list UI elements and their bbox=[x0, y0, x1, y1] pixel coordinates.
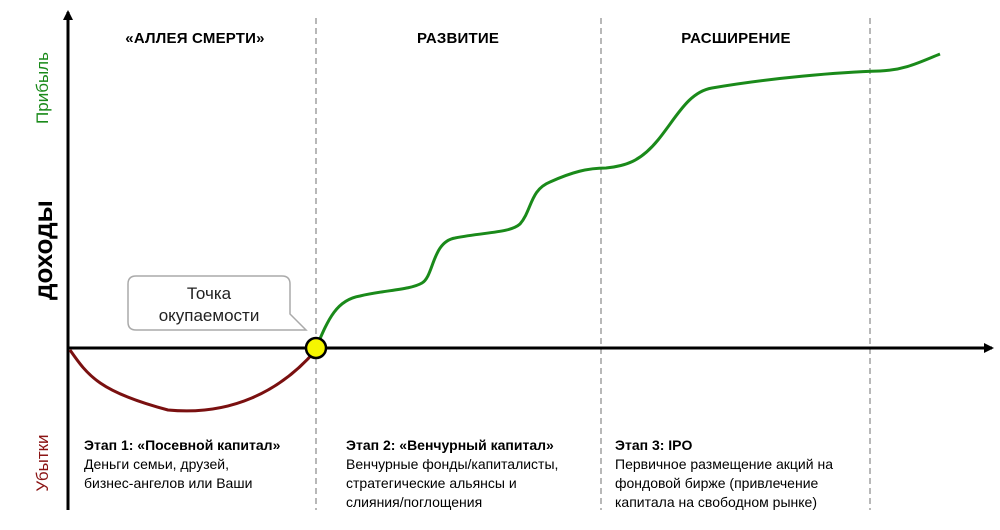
stage-3-line-1: Первичное размещение акций на bbox=[615, 456, 833, 472]
stage-2-description: Этап 2: «Венчурный капитал» Венчурные фо… bbox=[346, 436, 596, 512]
stage-2-line-2: стратегические альянсы и bbox=[346, 475, 517, 491]
stage-3-title: Этап 3: IPO bbox=[615, 437, 693, 453]
stage-3-line-2: фондовой бирже (привлечение bbox=[615, 475, 819, 491]
stage-1-title: Этап 1: «Посевной капитал» bbox=[84, 437, 281, 453]
callout-line-1: Точка bbox=[186, 284, 232, 303]
stage-2-line-3: слияния/поглощения bbox=[346, 494, 483, 510]
stage-3-description: Этап 3: IPO Первичное размещение акций н… bbox=[615, 436, 865, 512]
callout-line-2: окупаемости bbox=[158, 306, 260, 325]
stage-1-line-2: бизнес-ангелов или Ваши bbox=[84, 475, 253, 491]
phase-title-death-valley: «АЛЛЕЯ СМЕРТИ» bbox=[125, 30, 265, 47]
phase-title-expansion: РАСШИРЕНИЕ bbox=[681, 30, 791, 47]
phase-title-development: РАЗВИТИЕ bbox=[416, 30, 500, 47]
breakeven-callout-text: Точка окупаемости bbox=[128, 283, 290, 327]
stage-2-line-1: Венчурные фонды/капиталисты, bbox=[346, 456, 559, 472]
stage-3-line-3: капитала на свободном рынке) bbox=[615, 494, 817, 510]
profit-label: Прибыль bbox=[33, 52, 52, 124]
loss-label: Убытки bbox=[33, 434, 52, 492]
breakeven-callout-bubble bbox=[127, 275, 308, 331]
stage-2-title: Этап 2: «Венчурный капитал» bbox=[346, 437, 554, 453]
breakeven-point bbox=[304, 336, 328, 360]
growth-curve bbox=[314, 52, 941, 349]
stage-1-description: Этап 1: «Посевной капитал» Деньги семьи,… bbox=[84, 436, 309, 493]
loss-curve bbox=[68, 349, 318, 413]
y-axis-title: доходы bbox=[28, 200, 58, 300]
stage-1-line-1: Деньги семьи, друзей, bbox=[84, 456, 229, 472]
